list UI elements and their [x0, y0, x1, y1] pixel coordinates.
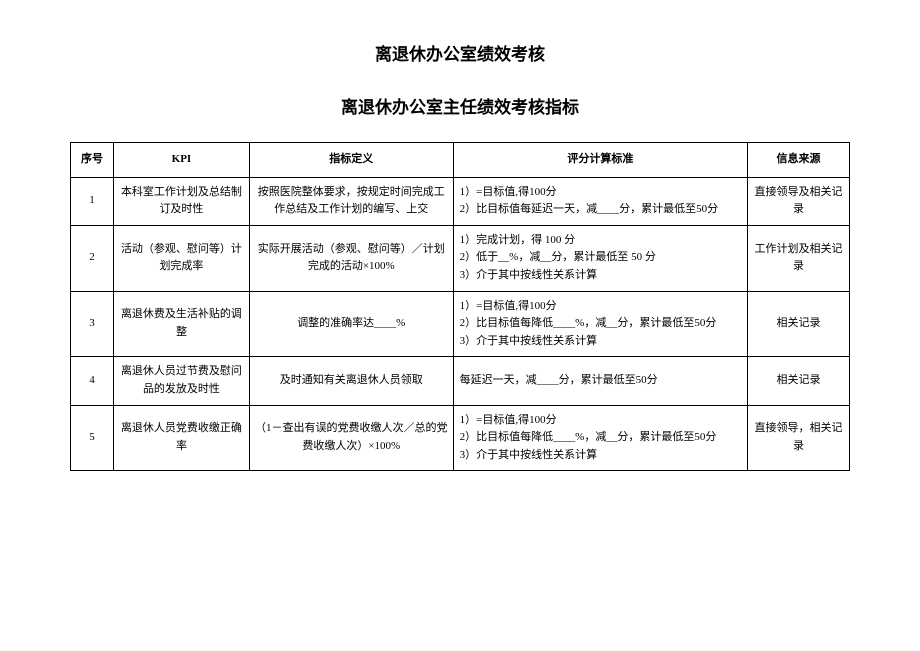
cell-def: 按照医院整体要求，按规定时间完成工作总结及工作计划的编写、上交	[249, 177, 453, 225]
table-header-row: 序号 KPI 指标定义 评分计算标准 信息来源	[71, 143, 850, 178]
cell-kpi: 离退休费及生活补贴的调整	[114, 291, 250, 357]
cell-std: 每延迟一天，减____分，累计最低至50分	[453, 357, 747, 405]
header-src: 信息来源	[748, 143, 850, 178]
cell-idx: 4	[71, 357, 114, 405]
cell-def: 及时通知有关离退休人员领取	[249, 357, 453, 405]
cell-src: 直接领导及相关记录	[748, 177, 850, 225]
cell-kpi: 活动（参观、慰问等）计划完成率	[114, 225, 250, 291]
cell-std: 1）完成计划，得 100 分 2）低于__%，减__分，累计最低至 50 分 3…	[453, 225, 747, 291]
table-row: 5 离退休人员党费收缴正确率 （1－查出有误的党费收缴人次／总的党费收缴人次）×…	[71, 405, 850, 471]
header-kpi: KPI	[114, 143, 250, 178]
table-row: 4 离退休人员过节费及慰问品的发放及时性 及时通知有关离退休人员领取 每延迟一天…	[71, 357, 850, 405]
cell-idx: 5	[71, 405, 114, 471]
table-row: 2 活动（参观、慰问等）计划完成率 实际开展活动（参观、慰问等）／计划完成的活动…	[71, 225, 850, 291]
kpi-table: 序号 KPI 指标定义 评分计算标准 信息来源 1 本科室工作计划及总结制订及时…	[70, 142, 850, 471]
cell-idx: 1	[71, 177, 114, 225]
cell-idx: 2	[71, 225, 114, 291]
cell-kpi: 离退休人员党费收缴正确率	[114, 405, 250, 471]
document-title: 离退休办公室绩效考核	[70, 40, 850, 65]
cell-idx: 3	[71, 291, 114, 357]
cell-src: 直接领导，相关记录	[748, 405, 850, 471]
cell-src: 相关记录	[748, 291, 850, 357]
document-subtitle: 离退休办公室主任绩效考核指标	[70, 93, 850, 118]
cell-src: 工作计划及相关记录	[748, 225, 850, 291]
cell-std: 1）=目标值,得100分 2）比目标值每降低____%，减__分，累计最低至50…	[453, 405, 747, 471]
cell-src: 相关记录	[748, 357, 850, 405]
header-idx: 序号	[71, 143, 114, 178]
table-row: 1 本科室工作计划及总结制订及时性 按照医院整体要求，按规定时间完成工作总结及工…	[71, 177, 850, 225]
cell-def: 实际开展活动（参观、慰问等）／计划完成的活动×100%	[249, 225, 453, 291]
cell-std: 1）=目标值,得100分 2）比目标值每延迟一天，减____分，累计最低至50分	[453, 177, 747, 225]
cell-kpi: 本科室工作计划及总结制订及时性	[114, 177, 250, 225]
cell-kpi: 离退休人员过节费及慰问品的发放及时性	[114, 357, 250, 405]
document-page: 离退休办公室绩效考核 离退休办公室主任绩效考核指标 序号 KPI 指标定义 评分…	[0, 0, 920, 471]
table-row: 3 离退休费及生活补贴的调整 调整的准确率达____% 1）=目标值,得100分…	[71, 291, 850, 357]
header-def: 指标定义	[249, 143, 453, 178]
header-std: 评分计算标准	[453, 143, 747, 178]
cell-std: 1）=目标值,得100分 2）比目标值每降低____%，减__分，累计最低至50…	[453, 291, 747, 357]
cell-def: 调整的准确率达____%	[249, 291, 453, 357]
cell-def: （1－查出有误的党费收缴人次／总的党费收缴人次）×100%	[249, 405, 453, 471]
